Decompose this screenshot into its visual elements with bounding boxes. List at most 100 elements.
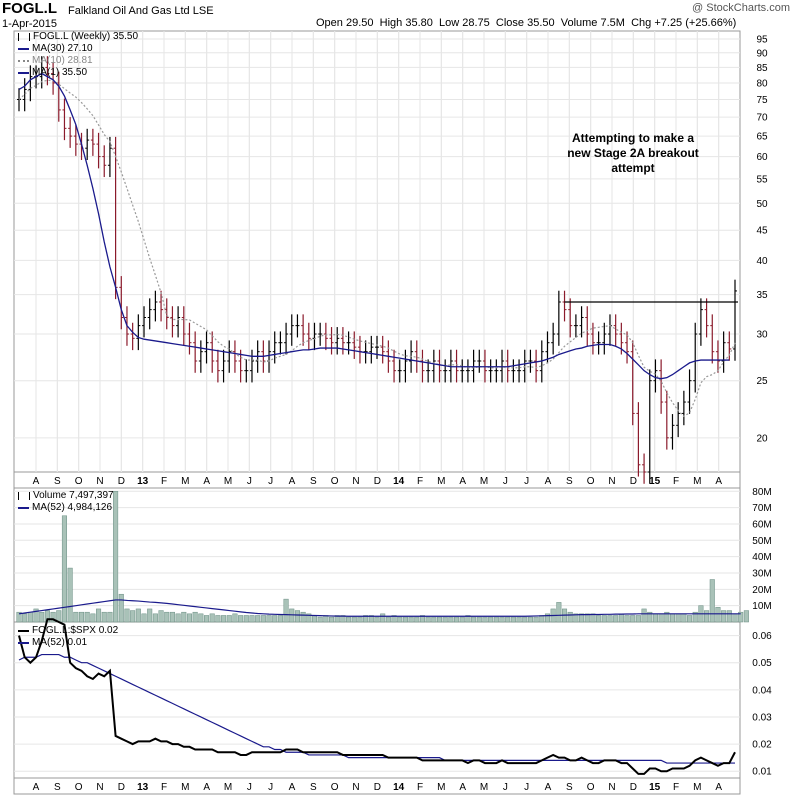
- price-tick-label: 55: [756, 174, 768, 185]
- price-tick-label: 20: [756, 433, 768, 444]
- ratio-tick-label: 0.04: [752, 685, 772, 696]
- price-tick-label: 90: [756, 48, 768, 59]
- volume-tick-label: 70M: [752, 503, 771, 514]
- volume-tick-label: 20M: [752, 585, 771, 596]
- x-tick-label-bottom: O: [587, 782, 595, 793]
- high-label: High: [379, 17, 403, 29]
- volume-bar: [533, 616, 539, 623]
- x-tick-label-bottom: 13: [137, 782, 149, 793]
- volume-tick-label: 30M: [752, 568, 771, 579]
- volume-bar: [124, 608, 130, 623]
- volume-bar: [50, 611, 56, 623]
- volume-bar: [266, 615, 272, 623]
- volume-bar: [391, 615, 397, 623]
- volume-bar: [73, 611, 79, 623]
- volume-bar: [107, 611, 113, 623]
- x-tick-label: J: [503, 476, 508, 487]
- x-tick-label: S: [54, 476, 61, 487]
- volume-bar: [721, 610, 727, 623]
- volume-bar: [84, 611, 90, 623]
- x-tick-label-bottom: D: [118, 782, 125, 793]
- x-tick-label-bottom: A: [715, 782, 722, 793]
- price-tick-label: 65: [756, 132, 768, 143]
- volume-bar: [527, 616, 533, 623]
- x-tick-label: M: [437, 476, 445, 487]
- x-tick-label-bottom: N: [608, 782, 615, 793]
- volume-bar: [544, 613, 550, 623]
- legend-ma10: MA(10) 28.81: [18, 55, 93, 66]
- x-tick-label-bottom: S: [54, 782, 61, 793]
- volume-ma-line: [18, 599, 741, 617]
- company-name: Falkland Oil And Gas Ltd LSE: [68, 5, 214, 17]
- x-tick-label-bottom: M: [224, 782, 232, 793]
- volume-bar: [300, 611, 306, 623]
- x-tick-label: M: [693, 476, 701, 487]
- x-tick-label: O: [587, 476, 595, 487]
- legend-ma10-text: MA(10) 28.81: [32, 55, 93, 66]
- chart-annotation: Attempting to make a new Stage 2A breako…: [548, 131, 718, 176]
- legend-ma30: MA(30) 27.10: [18, 43, 93, 54]
- x-tick-label: A: [289, 476, 296, 487]
- volume-bar: [732, 613, 738, 623]
- legend-ratio-ma: MA(52) 0.01: [18, 637, 87, 648]
- volume-bar: [33, 608, 39, 623]
- price-tick-label: 50: [756, 199, 768, 210]
- volume-bar: [289, 608, 295, 623]
- x-tick-label: M: [480, 476, 488, 487]
- ratio-ma-swatch-icon: [18, 641, 29, 644]
- x-tick-label-bottom: A: [33, 782, 40, 793]
- volume-bar: [709, 579, 715, 623]
- volume-bar: [476, 616, 482, 623]
- volume-bar: [499, 616, 505, 623]
- price-tick-label: 35: [756, 290, 768, 301]
- volume-bar: [255, 615, 261, 623]
- x-tick-label-bottom: A: [545, 782, 552, 793]
- ma10-swatch-icon: [18, 59, 29, 62]
- volume-bar: [516, 616, 522, 623]
- legend-volume-ma-text: MA(52) 4,984,126: [32, 502, 113, 513]
- volume-bar: [584, 613, 590, 623]
- volume-bar: [505, 616, 511, 623]
- volume-bar: [402, 616, 408, 623]
- x-tick-label-bottom: M: [480, 782, 488, 793]
- volume-bar-icon: [18, 491, 30, 500]
- volume-bar: [743, 610, 749, 623]
- x-tick-label-bottom: 15: [649, 782, 661, 793]
- volume-bar: [368, 615, 374, 623]
- price-tick-label: 85: [756, 63, 768, 74]
- volume-bar: [624, 615, 630, 623]
- volume-bar: [726, 610, 732, 623]
- volume-bar: [704, 610, 710, 623]
- x-tick-label-bottom: J: [268, 782, 273, 793]
- volume-bar: [141, 613, 147, 623]
- volume-bar: [454, 616, 460, 623]
- volume-bar: [687, 615, 693, 623]
- volume-bar: [397, 616, 403, 623]
- volume-bar: [90, 613, 96, 623]
- volume-bar: [522, 616, 528, 623]
- ma10-line: [18, 79, 736, 418]
- volume-bar: [442, 616, 448, 623]
- volume-bar: [635, 615, 641, 623]
- stockcharts-credit[interactable]: @ StockCharts.com: [692, 2, 790, 14]
- volume-bar: [78, 611, 85, 623]
- volume-bar: [283, 598, 289, 623]
- price-tick-label: 95: [756, 34, 768, 45]
- volume-bar: [226, 615, 232, 623]
- volume-bar: [459, 616, 465, 623]
- volume-bar: [61, 515, 67, 623]
- volume-bar: [357, 616, 363, 623]
- volume-bar: [294, 610, 300, 623]
- volume-bar: [590, 613, 596, 623]
- exchange-label: LSE: [192, 5, 214, 17]
- volume-bar: [652, 613, 658, 623]
- x-tick-label: S: [310, 476, 317, 487]
- x-tick-label: M: [224, 476, 232, 487]
- volume-bar: [556, 602, 562, 623]
- chg-label: Chg: [631, 17, 652, 29]
- volume-bar: [113, 491, 119, 623]
- x-tick-label: S: [566, 476, 573, 487]
- annotation-line-2: new Stage 2A breakout: [567, 146, 699, 160]
- volume-bar: [334, 615, 340, 623]
